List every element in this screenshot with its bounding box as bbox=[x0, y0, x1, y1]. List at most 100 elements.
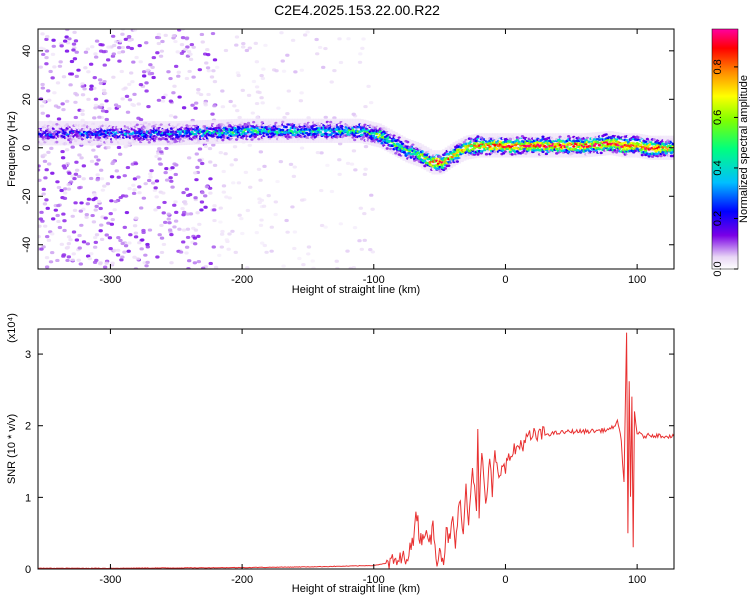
noise-cell bbox=[84, 215, 89, 219]
ridge-cell bbox=[579, 147, 583, 150]
noise-cell bbox=[48, 69, 53, 74]
noise-cell bbox=[368, 247, 373, 252]
ridge-cell bbox=[178, 137, 182, 141]
noise-cell bbox=[212, 58, 218, 62]
noise-cell bbox=[141, 70, 147, 74]
noise-cell bbox=[62, 187, 68, 191]
noise-cell bbox=[103, 216, 108, 220]
noise-cell bbox=[218, 220, 223, 224]
noise-cell bbox=[187, 69, 192, 74]
noise-cell bbox=[358, 52, 363, 56]
noise-cell bbox=[244, 48, 250, 53]
snr-x-tick-label: -100 bbox=[363, 574, 385, 586]
ridge-cell bbox=[293, 121, 297, 125]
ridge-cell bbox=[294, 131, 299, 134]
noise-cell bbox=[212, 163, 218, 167]
ridge-cell bbox=[495, 147, 499, 151]
noise-cell bbox=[284, 218, 289, 223]
noise-cell bbox=[168, 76, 173, 81]
noise-cell bbox=[209, 75, 215, 79]
noise-cell bbox=[44, 49, 50, 53]
ridge-cell bbox=[671, 139, 674, 143]
noise-cell bbox=[66, 242, 72, 246]
noise-cell bbox=[137, 191, 142, 195]
noise-cell bbox=[321, 65, 326, 69]
noise-cell bbox=[240, 88, 245, 92]
ridge-cell bbox=[342, 137, 347, 141]
ridge-cell bbox=[466, 140, 470, 143]
noise-cell bbox=[80, 84, 85, 88]
noise-cell bbox=[137, 185, 142, 189]
noise-cell bbox=[132, 255, 137, 259]
noise-cell bbox=[85, 254, 91, 258]
noise-cell bbox=[181, 106, 187, 110]
noise-cell bbox=[44, 37, 49, 41]
noise-cell bbox=[190, 103, 195, 107]
ridge-cell bbox=[200, 139, 204, 143]
noise-cell bbox=[196, 91, 201, 95]
noise-cell bbox=[212, 208, 217, 212]
ridge-cell bbox=[567, 150, 571, 154]
ridge-cell bbox=[127, 130, 131, 133]
noise-cell bbox=[51, 38, 56, 42]
noise-cell bbox=[118, 39, 123, 43]
noise-cell bbox=[74, 74, 80, 78]
ridge-cell bbox=[450, 155, 454, 159]
noise-cell bbox=[132, 177, 138, 181]
noise-cell bbox=[196, 234, 201, 238]
noise-cell bbox=[302, 33, 308, 37]
snr-x-tick-label: 100 bbox=[628, 574, 646, 586]
ridge-halo-cell bbox=[49, 121, 53, 146]
noise-cell bbox=[45, 114, 51, 118]
noise-cell bbox=[100, 188, 106, 192]
noise-cell bbox=[102, 265, 108, 269]
ridge-cell bbox=[361, 136, 365, 139]
noise-cell bbox=[117, 59, 122, 63]
ridge-cell bbox=[625, 138, 629, 142]
noise-cell bbox=[187, 259, 192, 263]
noise-cell bbox=[255, 90, 261, 94]
ridge-halo-cell bbox=[463, 136, 467, 161]
spectrogram-x-tick-label: -200 bbox=[231, 274, 253, 286]
noise-cell bbox=[66, 183, 71, 187]
ridge-cell bbox=[323, 122, 328, 126]
noise-cell bbox=[235, 109, 240, 113]
noise-cell bbox=[81, 240, 87, 244]
noise-cell bbox=[188, 57, 194, 62]
ridge-halo-cell bbox=[249, 118, 254, 143]
noise-cell bbox=[123, 244, 129, 248]
noise-cell bbox=[131, 60, 136, 64]
noise-cell bbox=[136, 175, 141, 179]
ridge-cell bbox=[147, 140, 151, 144]
noise-cell bbox=[62, 219, 67, 223]
ridge-halo-cell bbox=[586, 132, 591, 158]
noise-cell bbox=[93, 55, 99, 59]
snr-panel: -300 -200 -100 0 100 0 1 2 3 Height of straight… bbox=[6, 313, 675, 595]
noise-cell bbox=[368, 100, 374, 105]
noise-cell bbox=[92, 76, 97, 80]
noise-cell bbox=[161, 95, 166, 100]
ridge-cell bbox=[335, 120, 340, 124]
ridge-cell bbox=[479, 151, 483, 155]
noise-cell bbox=[98, 168, 104, 172]
spectrogram-y-ticks: -40 -20 0 20 40 bbox=[21, 45, 674, 253]
noise-cell bbox=[143, 253, 148, 257]
noise-cell bbox=[186, 266, 191, 269]
noise-cell bbox=[205, 47, 210, 52]
ridge-cell bbox=[524, 152, 528, 155]
noise-cell bbox=[61, 212, 66, 216]
ridge-cell bbox=[656, 139, 660, 142]
ridge-cell bbox=[98, 136, 102, 140]
noise-cell bbox=[77, 186, 82, 190]
noise-cell bbox=[359, 247, 364, 251]
noise-cell bbox=[70, 214, 75, 218]
noise-cell bbox=[56, 203, 61, 208]
ridge-cell bbox=[127, 123, 131, 126]
noise-cell bbox=[100, 43, 105, 47]
ridge-cell bbox=[221, 138, 225, 142]
snr-y-axis-title: SNR (10 * v/v) bbox=[6, 414, 18, 484]
noise-cell bbox=[230, 229, 235, 233]
snr-x-tick-label: -300 bbox=[99, 574, 121, 586]
noise-cell bbox=[203, 101, 208, 105]
noise-cell bbox=[158, 54, 164, 58]
